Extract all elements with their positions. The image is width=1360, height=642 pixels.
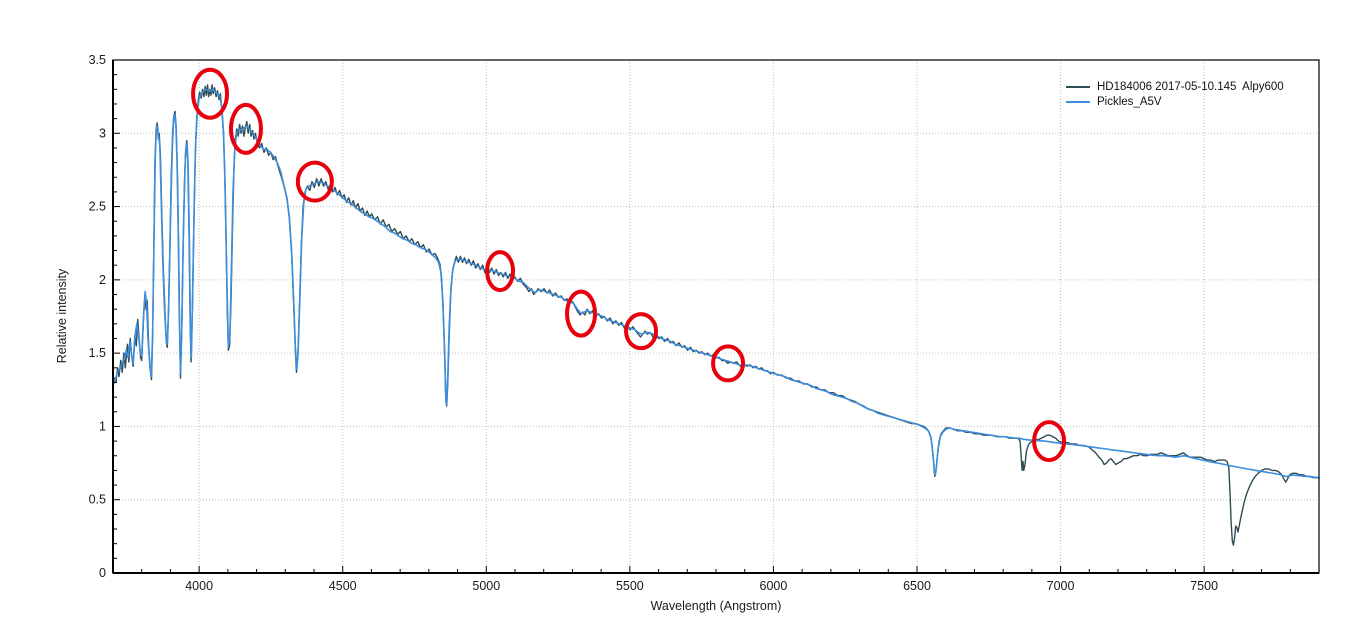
annotation-ellipse [191, 67, 230, 120]
y-axis-title: Relative intensity [55, 268, 69, 364]
x-axis-title: Wavelength (Angstrom) [650, 599, 782, 613]
annotation-ellipses [191, 67, 1067, 463]
y-tick-label: 2 [99, 273, 106, 287]
x-tick-label: 4500 [329, 579, 357, 593]
legend-swatch-pickles [1066, 100, 1090, 103]
y-tick-label: 1 [99, 419, 106, 433]
legend-item-hd184006: HD184006 2017-05-10.145 Alpy600 [1066, 80, 1284, 93]
x-tick-label: 5500 [616, 579, 644, 593]
annotation-ellipse [565, 289, 598, 338]
y-tick-label: 0 [99, 566, 106, 580]
x-tick-label: 7000 [1047, 579, 1075, 593]
annotation-ellipse [1032, 420, 1067, 463]
annotation-ellipse [485, 250, 516, 293]
x-tick-label: 7500 [1190, 579, 1218, 593]
x-tick-label: 6000 [760, 579, 788, 593]
annotation-ellipse [711, 344, 746, 383]
y-tick-label: 1.5 [89, 346, 106, 360]
x-tick-label: 4000 [185, 579, 213, 593]
legend-swatch-hd184006 [1066, 85, 1090, 88]
annotation-ellipse [624, 312, 659, 351]
series-pickles-line [112, 88, 1320, 479]
y-tick-label: 0.5 [89, 493, 106, 507]
legend-label-hd184006: HD184006 2017-05-10.145 Alpy600 [1097, 80, 1284, 93]
legend-item-pickles: Pickles_A5V [1066, 95, 1284, 108]
y-tick-label: 2.5 [89, 200, 106, 214]
y-tick-label: 3 [99, 126, 106, 140]
axis-tick-labels: 4000 4500 5000 5500 6000 6500 7000 7500 0 0.5 1 1.5… [89, 53, 1218, 593]
x-tick-label: 6500 [903, 579, 931, 593]
annotation-ellipse [295, 160, 334, 203]
y-tick-label: 3.5 [89, 53, 106, 67]
annotation-ellipse [228, 102, 263, 155]
axis-ticks [113, 74, 1291, 573]
x-tick-label: 5000 [472, 579, 500, 593]
legend-label-pickles: Pickles_A5V [1097, 95, 1162, 108]
legend: HD184006 2017-05-10.145 Alpy600 Pickles_… [1066, 80, 1284, 108]
